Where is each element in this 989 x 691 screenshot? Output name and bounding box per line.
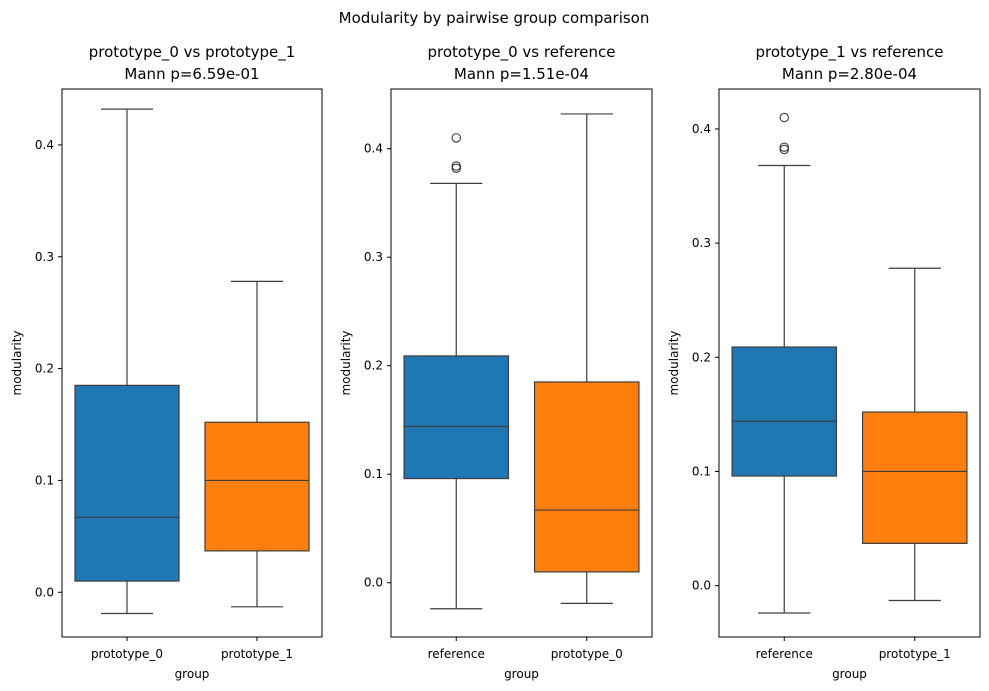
x-axis-label: group	[832, 667, 867, 681]
y-tick-label: 0.2	[364, 359, 383, 373]
iqr-box	[74, 384, 180, 582]
x-tick-label: reference	[428, 647, 485, 661]
x-tick-label: reference	[756, 647, 813, 661]
outlier-point	[779, 112, 789, 123]
outlier-point	[451, 133, 461, 143]
x-tick-label: prototype_0	[91, 647, 163, 661]
subplot-pvalue: Mann p=1.51e-04	[454, 65, 589, 83]
y-tick-label: 0.3	[35, 250, 54, 264]
subplot-1: prototype_0 vs prototype_1 Mann p=6.59e-0…	[10, 43, 323, 681]
y-tick-label: 0.2	[692, 350, 711, 364]
box-prototype_0	[74, 108, 180, 615]
x-tick-label: prototype_1	[879, 647, 951, 661]
box-prototype_1	[204, 280, 310, 608]
subplot-title: prototype_0 vs reference	[428, 43, 616, 62]
y-axis-label: modularity	[10, 330, 24, 395]
subplot-title: prototype_0 vs prototype_1	[89, 43, 296, 62]
subplot-panels: prototype_0 vs prototype_1 Mann p=6.59e-0…	[10, 43, 981, 681]
iqr-box	[861, 411, 968, 544]
y-axis-label: modularity	[339, 330, 353, 395]
x-axis-label: group	[175, 667, 210, 681]
y-tick-label: 0.3	[692, 236, 711, 250]
y-tick-label: 0.0	[35, 585, 54, 599]
outlier-point	[451, 161, 461, 171]
y-tick-label: 0.4	[35, 138, 54, 152]
y-tick-label: 0.0	[364, 576, 383, 590]
axes-frame	[390, 88, 653, 638]
iqr-box	[533, 381, 640, 573]
box-prototype_0	[533, 113, 640, 604]
subplot-pvalue: Mann p=6.59e-01	[124, 65, 259, 83]
iqr-box	[731, 346, 838, 477]
subplot-2: prototype_0 vs reference Mann p=1.51e-04 0…	[339, 43, 653, 681]
y-tick-label: 0.1	[692, 464, 711, 478]
y-tick-label: 0.1	[35, 473, 54, 487]
y-tick-label: 0.4	[364, 142, 383, 156]
iqr-box	[204, 421, 310, 552]
outlier-point	[779, 142, 789, 152]
axes-frame	[718, 88, 981, 638]
box-prototype_1	[861, 267, 968, 602]
outlier-point	[779, 144, 789, 155]
y-tick-label: 0.3	[364, 250, 383, 264]
x-tick-label: prototype_0	[551, 647, 623, 661]
y-tick-label: 0.4	[692, 122, 711, 136]
box-reference	[731, 112, 838, 614]
y-tick-label: 0.2	[35, 362, 54, 376]
subplot-3: prototype_1 vs reference Mann p=2.80e-04 0…	[667, 43, 981, 681]
box-reference	[403, 133, 510, 610]
figure-suptitle: Modularity by pairwise group comparison	[339, 9, 650, 27]
y-tick-label: 0.0	[692, 579, 711, 593]
iqr-box	[403, 355, 510, 480]
subplot-pvalue: Mann p=2.80e-04	[782, 65, 917, 83]
axes-frame	[61, 88, 323, 638]
x-tick-label: prototype_1	[221, 647, 293, 661]
x-axis-label: group	[504, 667, 539, 681]
subplot-title: prototype_1 vs reference	[756, 43, 944, 62]
y-tick-label: 0.1	[364, 467, 383, 481]
y-axis-label: modularity	[667, 330, 681, 395]
